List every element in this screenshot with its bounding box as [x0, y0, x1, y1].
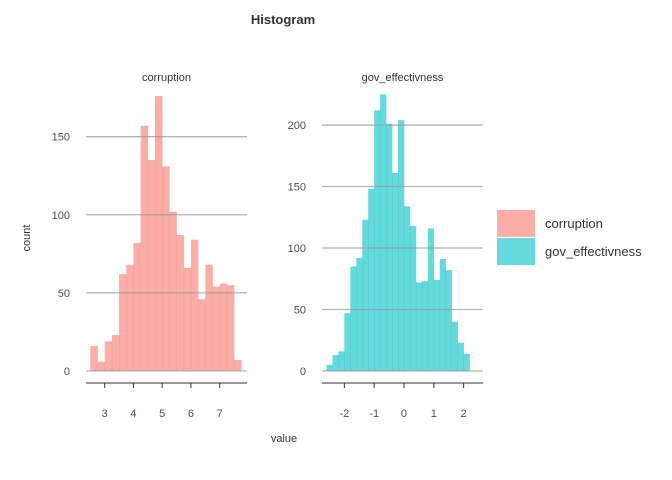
histogram-bar [427, 228, 435, 371]
histogram-bar [392, 173, 399, 371]
y-tick-label: 150 [288, 182, 306, 194]
histogram-bar [350, 266, 357, 371]
histogram-bar [111, 335, 120, 371]
histogram-bar [219, 283, 228, 371]
x-tick-label: 1 [431, 408, 437, 420]
legend-key [497, 210, 535, 237]
legend: corruption gov_effectivness [497, 210, 642, 265]
histogram-bar [205, 264, 213, 371]
legend-label: gov_effectivness [545, 244, 642, 259]
y-tick-label: 50 [58, 288, 70, 300]
histogram-bar [398, 120, 405, 372]
histogram-bar [162, 166, 170, 371]
facet-strip-label: corruption [142, 72, 191, 84]
histogram-bar [403, 206, 411, 371]
histogram-bar [169, 211, 177, 371]
x-tick-label: -1 [369, 408, 379, 420]
y-tick-label: 0 [300, 366, 306, 378]
legend-label: corruption [545, 216, 603, 231]
histogram-bar [190, 239, 199, 371]
x-tick-label: -2 [339, 408, 349, 420]
histogram-bar [140, 125, 149, 372]
histogram-bar [415, 282, 423, 371]
histogram-bar [183, 267, 192, 371]
histogram-bar [226, 285, 235, 371]
histogram-bar [344, 313, 351, 371]
x-tick-label: 4 [130, 408, 136, 420]
histogram-bar [338, 351, 345, 371]
histogram-bar [332, 355, 339, 371]
histogram-bar [356, 257, 363, 371]
facet-panel-1: gov_effectivness 0 50 100 150 200 -2 -1 0 1 2 [288, 72, 483, 420]
y-tick-label: 100 [52, 210, 70, 222]
chart-title: Histogram [251, 12, 315, 27]
histogram-bar [362, 219, 369, 371]
histogram-bar [126, 264, 134, 371]
histogram-bar [368, 188, 375, 371]
histogram-bar [380, 94, 387, 372]
y-tick-label: 150 [52, 132, 70, 144]
facet-panel-0: corruption 0 50 100 150 3 4 5 6 7 [52, 72, 247, 420]
facet-strip-label: gov_effectivness [362, 72, 444, 84]
histogram-bar [433, 280, 441, 371]
histogram-bar [119, 274, 127, 371]
y-tick-label: 0 [64, 366, 70, 378]
legend-key [497, 238, 535, 265]
x-tick-label: 0 [401, 408, 407, 420]
histogram-bar [326, 364, 333, 371]
y-axis-label: count [21, 225, 33, 252]
y-tick-label: 50 [294, 305, 306, 317]
histogram-bar [463, 353, 470, 371]
x-tick-label: 5 [159, 408, 165, 420]
y-tick-label: 200 [288, 120, 306, 132]
histogram-bar [90, 346, 98, 371]
histogram-bar [97, 361, 105, 371]
histogram-bar [445, 270, 452, 371]
histogram-bar [176, 235, 185, 371]
histogram-bar [147, 160, 156, 371]
histogram-bar [421, 281, 429, 371]
histogram-bar [451, 321, 458, 371]
histogram-bar [198, 299, 206, 371]
histogram-bar [409, 225, 417, 371]
histogram-bar [133, 242, 141, 371]
x-tick-label: 6 [188, 408, 194, 420]
x-axis-label: value [271, 433, 297, 445]
x-tick-label: 7 [217, 408, 223, 420]
x-tick-label: 2 [461, 408, 467, 420]
histogram-bar [234, 360, 242, 371]
histogram-bar [155, 96, 163, 371]
histogram-bar [212, 286, 220, 371]
y-tick-label: 100 [288, 243, 306, 255]
histogram-bar [439, 259, 447, 371]
histogram-bar [374, 110, 381, 371]
histogram-bar [457, 342, 464, 371]
x-tick-label: 3 [102, 408, 108, 420]
histogram-bar [104, 341, 113, 371]
